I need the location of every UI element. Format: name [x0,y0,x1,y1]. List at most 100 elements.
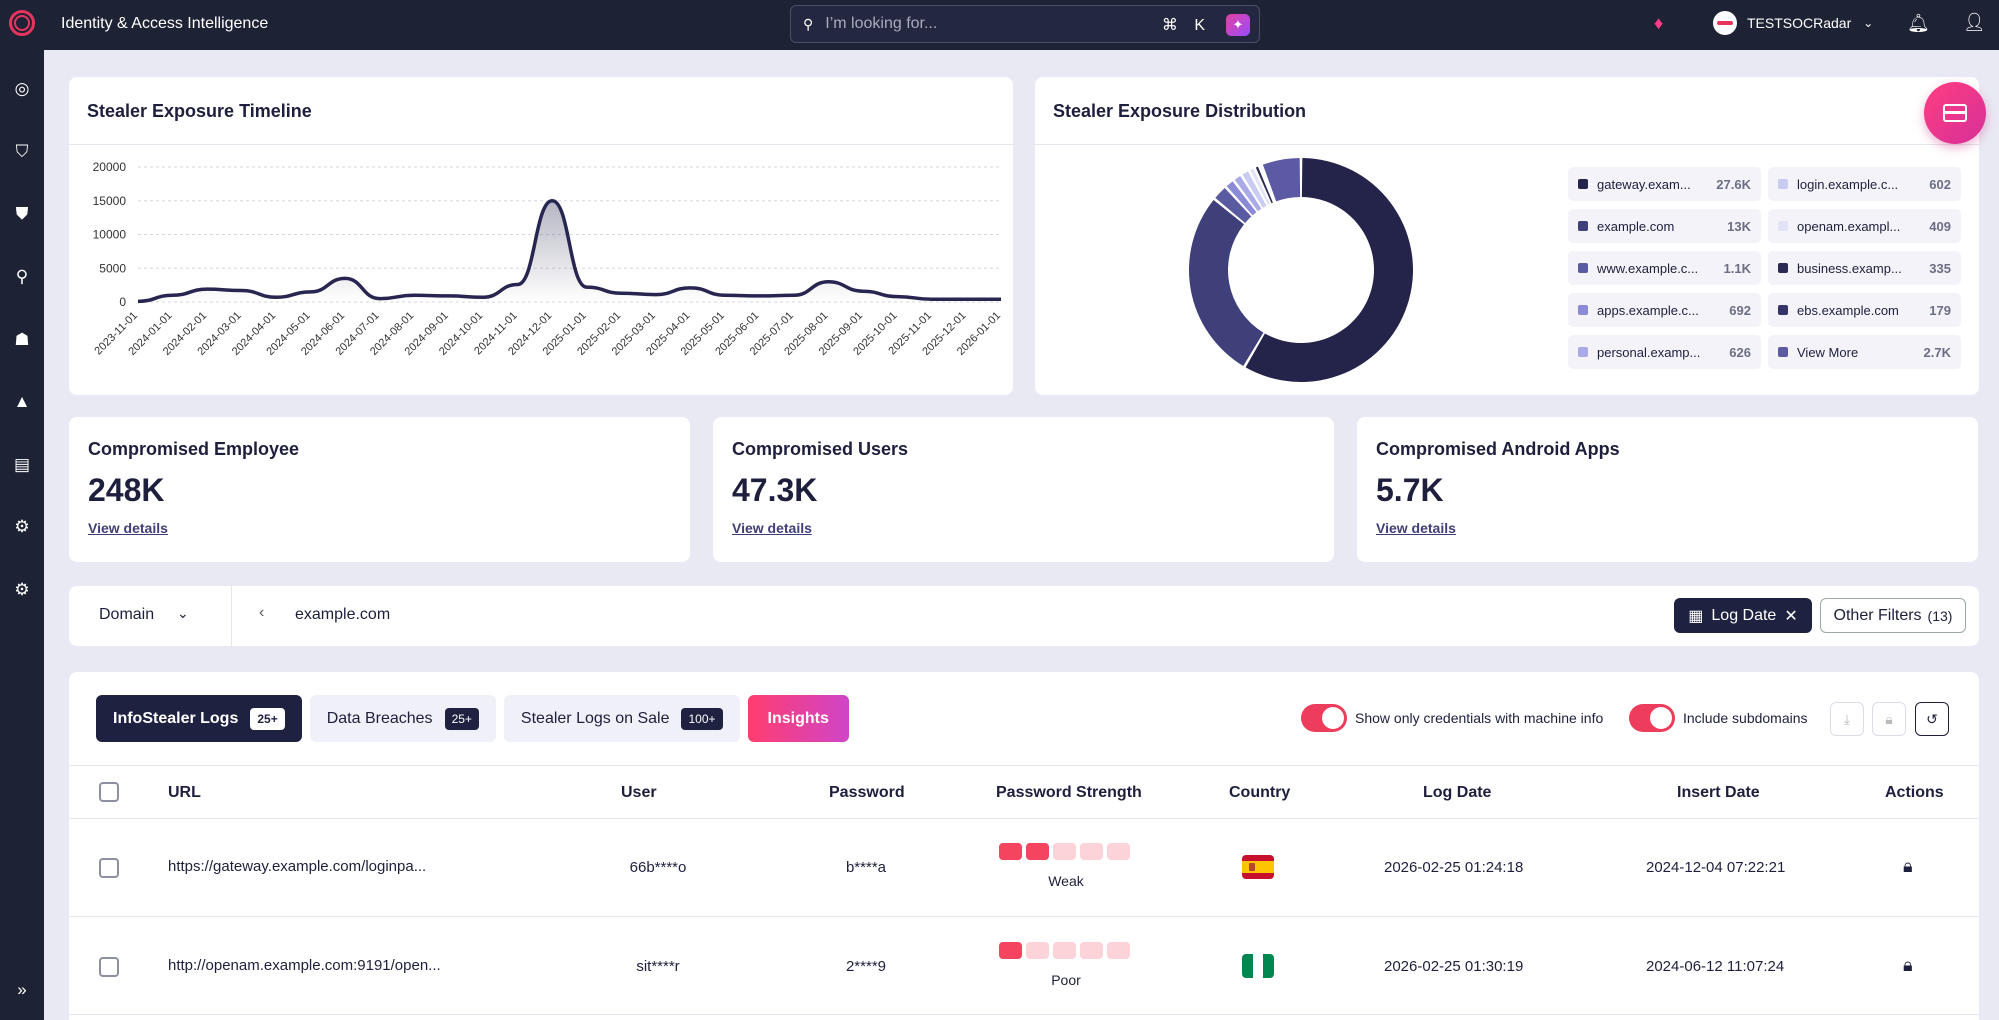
legend-item[interactable]: gateway.exam... 27.6K [1568,167,1761,201]
column-header[interactable]: Log Date [1423,784,1492,801]
legend-item[interactable]: www.example.c... 1.1K [1568,251,1761,285]
log-date-label: Log Date [1711,606,1777,624]
gem-icon[interactable]: ♦ [1654,13,1664,33]
url-cell[interactable]: https://gateway.example.com/loginpa... [168,858,427,875]
inbox-icon[interactable]: ▤ [13,455,31,474]
legend-item[interactable]: View More 2.7K [1768,335,1961,369]
tab-stealer-logs-on-sale[interactable]: Stealer Logs on Sale 100+ [503,695,740,742]
row-checkbox[interactable] [99,957,119,977]
legend-swatch [1778,221,1788,231]
history-icon[interactable]: ↺ [1915,702,1949,736]
bell-icon[interactable]: 🔔︎ [1907,13,1930,33]
log-date-chip[interactable]: ▦ Log Date ✕ [1674,598,1812,633]
chevron-left-icon[interactable]: ‹ [259,604,265,621]
url-cell[interactable]: http://openam.example.com:9191/open... [168,957,441,974]
donut-slice [1234,175,1262,212]
divider [231,586,232,646]
lock-icon[interactable]: 🔒︎ [1872,702,1906,736]
expand-sidebar-icon[interactable]: » [17,980,27,999]
row-checkbox[interactable] [99,858,119,878]
user-group-icon[interactable]: ☗ [14,330,30,349]
donut-slice [1226,181,1257,216]
toggle-label: Include subdomains [1683,710,1808,726]
legend-value: 1.1K [1723,260,1751,276]
search-icon[interactable]: ⚲ [15,267,29,286]
tab-insights[interactable]: Insights [747,695,849,742]
view-details-link[interactable]: View details [88,520,168,536]
legend-item[interactable]: personal.examp... 626 [1568,335,1761,369]
legend-value: 626 [1729,344,1751,360]
stat-value: 47.3K [732,472,818,508]
gear-icon[interactable]: ⚙ [14,517,30,536]
legend-value: 692 [1729,302,1751,318]
search-icon: ⚲ [803,15,814,32]
ai-sparkle-icon[interactable]: ✦ [1226,14,1250,36]
account-menu[interactable]: TESTSOCRadar ⌄ [1713,11,1873,35]
lock-icon[interactable]: 🔒︎ [1903,955,1913,975]
legend-value: 179 [1929,302,1951,318]
column-header[interactable]: Password [829,784,905,801]
subdomains-toggle[interactable]: Include subdomains [1629,704,1808,732]
legend-item[interactable]: openam.exampl... 409 [1768,209,1961,243]
tab-data-breaches[interactable]: Data Breaches 25+ [309,695,496,742]
view-details-link[interactable]: View details [1376,520,1456,536]
legend-label: www.example.c... [1597,260,1699,276]
credit-card-fab[interactable] [1924,82,1986,144]
domain-select[interactable]: Domain [99,606,155,623]
table-row[interactable]: https://gateway.example.com/loginpa... 6… [69,819,1979,917]
user-icon[interactable]: 👤︎ [1963,12,1986,32]
distribution-legend: gateway.exam... 27.6K login.example.c... 60… [1568,167,1961,369]
user-cell: sit****r [636,958,680,975]
series-line [137,198,1001,304]
download-icon[interactable]: ⤓ [1830,702,1864,736]
legend-label: gateway.exam... [1597,176,1691,192]
domain-value[interactable]: example.com [295,606,391,623]
column-header[interactable]: User [621,784,657,801]
column-header[interactable]: Insert Date [1677,784,1760,801]
legend-item[interactable]: business.examp... 335 [1768,251,1961,285]
exposure-timeline-card: Stealer Exposure Timeline 0 5000 10000 1500… [69,77,1013,395]
view-details-link[interactable]: View details [732,520,812,536]
table-row[interactable]: http://openam.example.com:9191/open... s… [69,917,1979,1015]
shield-icon[interactable]: ⛉ [15,142,29,161]
gears-icon[interactable]: ⚙ [14,580,30,599]
column-header[interactable]: URL [168,784,201,801]
column-header[interactable]: Country [1229,784,1291,801]
legend-label: login.example.c... [1797,176,1899,192]
machine-info-toggle[interactable]: Show only credentials with machine info [1301,704,1603,732]
donut-slice [1245,158,1413,382]
other-filters-button[interactable]: Other Filters (13) [1820,598,1966,633]
user-cell: 66b****o [629,859,687,876]
legend-item[interactable]: apps.example.c... 692 [1568,293,1761,327]
column-header[interactable]: Password Strength [996,784,1142,801]
legend-label: business.examp... [1797,260,1902,276]
avatar [1713,11,1737,35]
tab-infostealer-logs[interactable]: InfoStealer Logs 25+ [96,695,302,742]
chevron-down-icon[interactable]: ⌄ [177,605,189,621]
password-cell: 2****9 [845,958,887,975]
strength-label: Weak [1048,873,1084,889]
warning-icon[interactable]: ▲ [13,392,31,411]
legend-label: openam.exampl... [1797,218,1901,234]
sidebar: ◎ ⛉ ⛊ ⚲ ☗ ▲ ▤ ⚙ ⚙ » [0,50,44,1020]
legend-item[interactable]: login.example.c... 602 [1768,167,1961,201]
strength-segment [999,942,1022,959]
close-icon[interactable]: ✕ [1784,607,1798,625]
select-all-checkbox[interactable] [99,782,119,802]
legend-item[interactable]: example.com 13K [1568,209,1761,243]
strength-segment [999,843,1022,860]
socradar-logo-icon[interactable] [9,10,35,36]
toggle-switch[interactable] [1629,704,1675,732]
calendar-icon: ▦ [1688,607,1704,625]
app-title: Identity & Access Intelligence [61,15,269,32]
stat-card-users: Compromised Users 47.3K View details [713,417,1334,562]
search-shortcut: ⌘ K [1161,17,1211,34]
legend-item[interactable]: ebs.example.com 179 [1768,293,1961,327]
dashboard-icon[interactable]: ◎ [14,79,30,98]
search-input[interactable]: ⚲ I’m looking for... ⌘ K ✦ [790,5,1260,43]
credit-card-icon [1943,104,1967,122]
lock-icon[interactable]: 🔒︎ [1903,856,1913,876]
toggle-switch[interactable] [1301,704,1347,732]
strength-segment [1053,942,1076,959]
shield-check-icon[interactable]: ⛊ [15,204,29,223]
